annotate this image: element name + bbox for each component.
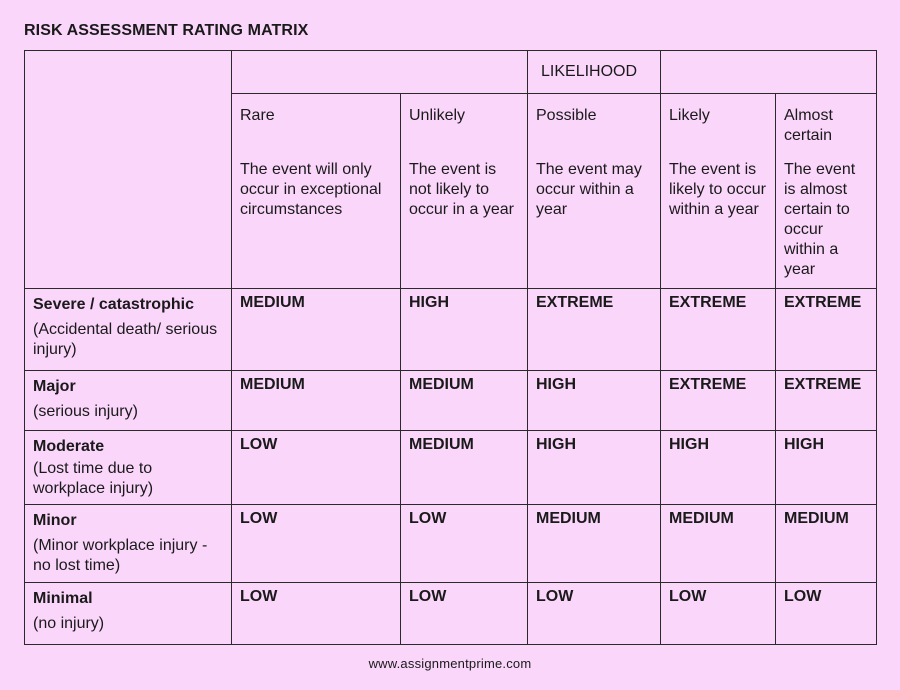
risk-matrix-table: LIKELIHOOD Rare The event will only occu…	[24, 50, 877, 645]
likelihood-blank-cell	[231, 50, 528, 94]
likelihood-name: Likely	[669, 107, 710, 124]
rating-cell: MEDIUM	[527, 504, 661, 583]
rating-value: LOW	[240, 588, 278, 605]
likelihood-header-almost-certain: Almost certain The event is almost certa…	[775, 93, 877, 289]
rating-cell: MEDIUM	[400, 370, 528, 431]
severity-description: (no injury)	[33, 615, 105, 632]
likelihood-header-likely: Likely The event is likely to occur with…	[660, 93, 776, 289]
likelihood-name: Possible	[536, 107, 597, 124]
severity-description: (serious injury)	[33, 403, 138, 420]
rating-value: EXTREME	[784, 294, 862, 311]
rating-cell: LOW	[400, 582, 528, 645]
severity-description: (Accidental death/ serious injury)	[33, 321, 218, 358]
rating-value: HIGH	[409, 294, 449, 311]
rating-value: MEDIUM	[669, 510, 734, 527]
rating-value: LOW	[536, 588, 574, 605]
likelihood-blank-cell	[660, 50, 877, 94]
rating-cell: MEDIUM	[660, 504, 776, 583]
likelihood-description: The event may occur within a year	[536, 161, 642, 218]
severity-cell: Minimal (no injury)	[24, 582, 232, 645]
likelihood-name: Unlikely	[409, 107, 466, 124]
rating-value: LOW	[240, 436, 278, 453]
rating-cell: HIGH	[527, 370, 661, 431]
rating-value: MEDIUM	[409, 436, 474, 453]
rating-cell: LOW	[400, 504, 528, 583]
likelihood-description: The event will only occur in exceptional…	[240, 161, 382, 218]
footer-url: www.assignmentprime.com	[368, 656, 532, 671]
corner-cell	[24, 50, 232, 289]
rating-cell: EXTREME	[775, 288, 877, 371]
severity-name: Major	[33, 378, 76, 395]
rating-cell: MEDIUM	[231, 370, 401, 431]
rating-value: LOW	[240, 510, 278, 527]
rating-cell: EXTREME	[660, 288, 776, 371]
rating-value: HIGH	[536, 436, 576, 453]
rating-cell: EXTREME	[775, 370, 877, 431]
rating-value: MEDIUM	[240, 294, 305, 311]
rating-cell: LOW	[231, 504, 401, 583]
severity-name: Severe / catastrophic	[33, 296, 194, 313]
severity-name: Minor	[33, 512, 77, 529]
rating-cell: HIGH	[400, 288, 528, 371]
rating-value: MEDIUM	[784, 510, 849, 527]
severity-row: Minor (Minor workplace injury - no lost …	[24, 504, 877, 583]
likelihood-header-rare: Rare The event will only occur in except…	[231, 93, 401, 289]
page-title: RISK ASSESSMENT RATING MATRIX	[24, 22, 309, 39]
rating-value: HIGH	[536, 376, 576, 393]
severity-name: Moderate	[33, 438, 105, 455]
rating-value: EXTREME	[669, 294, 747, 311]
likelihood-description: The event is not likely to occur in a ye…	[409, 161, 514, 218]
rating-cell: MEDIUM	[231, 288, 401, 371]
rating-value: HIGH	[669, 436, 709, 453]
severity-description: (Minor workplace injury - no lost time)	[33, 537, 208, 574]
likelihood-header-unlikely: Unlikely The event is not likely to occu…	[400, 93, 528, 289]
severity-row: Severe / catastrophic (Accidental death/…	[24, 288, 877, 371]
severity-row: Minimal (no injury) LOW LOW LOW LOW LOW	[24, 582, 877, 645]
rating-value: MEDIUM	[409, 376, 474, 393]
rating-value: LOW	[409, 588, 447, 605]
rating-cell: EXTREME	[660, 370, 776, 431]
severity-name: Minimal	[33, 590, 93, 607]
likelihood-name: Rare	[240, 107, 275, 124]
rating-value: LOW	[669, 588, 707, 605]
likelihood-label: LIKELIHOOD	[541, 63, 638, 80]
rating-value: HIGH	[784, 436, 824, 453]
likelihood-label-cell: LIKELIHOOD	[527, 50, 661, 94]
rating-value: LOW	[409, 510, 447, 527]
rating-cell: LOW	[527, 582, 661, 645]
rating-cell: HIGH	[527, 430, 661, 505]
rating-cell: EXTREME	[527, 288, 661, 371]
severity-cell: Moderate (Lost time due to workplace inj…	[24, 430, 232, 505]
severity-cell: Minor (Minor workplace injury - no lost …	[24, 504, 232, 583]
rating-cell: MEDIUM	[775, 504, 877, 583]
likelihood-name: Almost certain	[784, 107, 833, 144]
rating-cell: LOW	[775, 582, 877, 645]
rating-value: EXTREME	[784, 376, 862, 393]
likelihood-description: The event is almost certain to occur wit…	[784, 161, 856, 278]
rating-cell: MEDIUM	[400, 430, 528, 505]
severity-cell: Severe / catastrophic (Accidental death/…	[24, 288, 232, 371]
rating-cell: HIGH	[660, 430, 776, 505]
rating-cell: HIGH	[775, 430, 877, 505]
rating-value: LOW	[784, 588, 822, 605]
likelihood-description: The event is likely to occur within a ye…	[669, 161, 766, 218]
rating-value: MEDIUM	[536, 510, 601, 527]
severity-row: Moderate (Lost time due to workplace inj…	[24, 430, 877, 505]
rating-value: EXTREME	[669, 376, 747, 393]
severity-description: (Lost time due to workplace injury)	[33, 460, 154, 497]
likelihood-header-possible: Possible The event may occur within a ye…	[527, 93, 661, 289]
rating-cell: LOW	[660, 582, 776, 645]
severity-cell: Major (serious injury)	[24, 370, 232, 431]
severity-row: Major (serious injury) MEDIUM MEDIUM HIG…	[24, 370, 877, 431]
rating-value: MEDIUM	[240, 376, 305, 393]
likelihood-header-row: LIKELIHOOD	[24, 50, 877, 289]
rating-cell: LOW	[231, 582, 401, 645]
rating-value: EXTREME	[536, 294, 614, 311]
rating-cell: LOW	[231, 430, 401, 505]
